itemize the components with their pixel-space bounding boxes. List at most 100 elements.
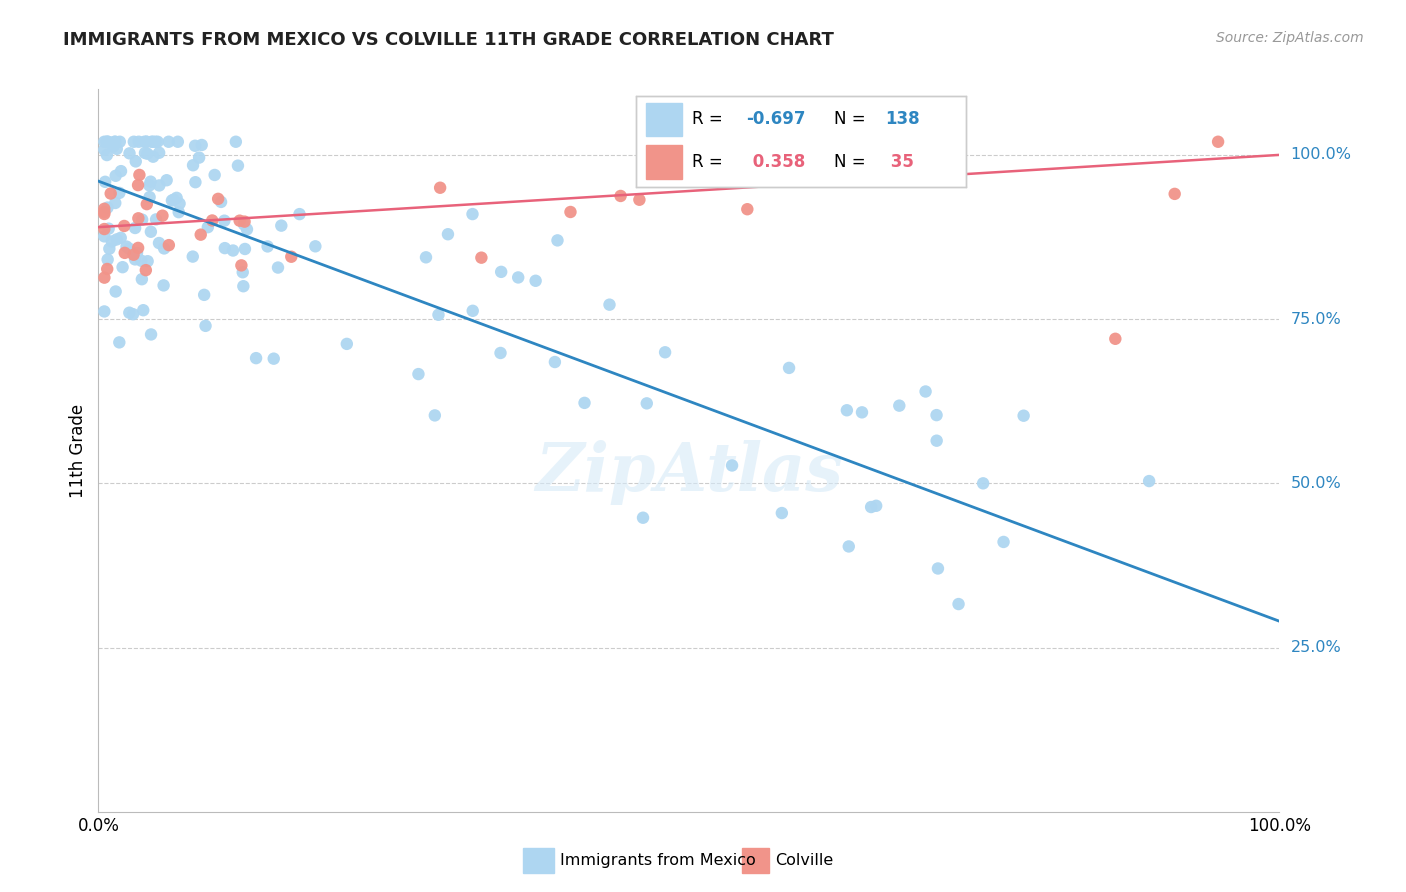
- Point: [233, 214, 256, 228]
- Point: [207, 192, 229, 206]
- Point: [118, 306, 141, 320]
- Point: [142, 150, 165, 164]
- Point: [631, 510, 654, 524]
- Point: [96, 201, 118, 215]
- Point: [153, 242, 176, 256]
- Point: [93, 229, 115, 244]
- Point: [127, 211, 149, 226]
- Point: [201, 213, 224, 227]
- Point: [560, 205, 582, 219]
- Point: [132, 303, 155, 318]
- Point: [118, 242, 141, 256]
- Point: [889, 399, 911, 413]
- Point: [148, 145, 170, 160]
- Point: [470, 251, 492, 265]
- Point: [152, 209, 174, 223]
- Point: [134, 135, 156, 149]
- Point: [245, 351, 267, 365]
- Point: [209, 194, 232, 209]
- Point: [835, 403, 858, 417]
- Point: [948, 597, 970, 611]
- Point: [233, 218, 256, 232]
- Point: [139, 225, 162, 239]
- Point: [152, 278, 174, 293]
- Point: [851, 405, 873, 419]
- Point: [304, 239, 326, 253]
- Point: [204, 168, 226, 182]
- Point: [115, 239, 138, 253]
- Point: [100, 186, 122, 201]
- Point: [190, 138, 212, 153]
- Point: [135, 197, 157, 211]
- Point: [127, 178, 149, 193]
- Point: [139, 327, 162, 342]
- Point: [197, 220, 219, 235]
- Point: [1104, 332, 1126, 346]
- Point: [838, 540, 860, 554]
- Point: [141, 135, 163, 149]
- Point: [188, 151, 211, 165]
- Point: [93, 304, 115, 318]
- Point: [96, 135, 118, 149]
- Point: [194, 318, 217, 333]
- Point: [166, 135, 188, 149]
- Point: [770, 506, 793, 520]
- Point: [1163, 186, 1185, 201]
- Point: [131, 272, 153, 286]
- Point: [136, 146, 159, 161]
- Point: [104, 196, 127, 211]
- Point: [148, 178, 170, 193]
- Point: [122, 248, 145, 262]
- Point: [145, 212, 167, 227]
- Point: [225, 135, 247, 149]
- Point: [146, 135, 169, 149]
- Point: [101, 235, 124, 249]
- Point: [157, 135, 180, 149]
- Point: [104, 285, 127, 299]
- Point: [112, 219, 135, 233]
- Point: [461, 207, 484, 221]
- Point: [94, 175, 117, 189]
- Point: [148, 235, 170, 250]
- Point: [93, 202, 115, 216]
- Point: [97, 135, 120, 149]
- Point: [925, 434, 948, 448]
- Point: [124, 252, 146, 267]
- Point: [193, 288, 215, 302]
- Point: [157, 238, 180, 252]
- Point: [236, 222, 259, 236]
- Point: [160, 194, 183, 208]
- Point: [93, 270, 115, 285]
- Point: [139, 175, 162, 189]
- Point: [127, 241, 149, 255]
- Point: [108, 335, 131, 350]
- Point: [105, 232, 128, 246]
- Text: Colville: Colville: [775, 854, 834, 868]
- Point: [547, 233, 569, 247]
- Point: [628, 193, 651, 207]
- Text: 100.0%: 100.0%: [1291, 147, 1351, 162]
- Point: [135, 135, 157, 149]
- Bar: [523, 848, 554, 873]
- Point: [489, 346, 512, 360]
- Point: [93, 207, 115, 221]
- Point: [166, 191, 188, 205]
- Point: [654, 345, 676, 359]
- Text: Source: ZipAtlas.com: Source: ZipAtlas.com: [1216, 31, 1364, 45]
- Point: [134, 145, 156, 160]
- Point: [128, 168, 150, 182]
- Text: 75.0%: 75.0%: [1291, 311, 1341, 326]
- Point: [415, 250, 437, 264]
- Point: [104, 169, 127, 183]
- Point: [574, 396, 596, 410]
- Point: [280, 250, 302, 264]
- Point: [145, 135, 167, 149]
- Point: [125, 154, 148, 169]
- Point: [97, 221, 120, 235]
- Point: [190, 227, 212, 242]
- Point: [860, 500, 883, 514]
- Point: [131, 253, 153, 268]
- Point: [96, 262, 118, 277]
- Point: [104, 135, 127, 149]
- Point: [544, 355, 567, 369]
